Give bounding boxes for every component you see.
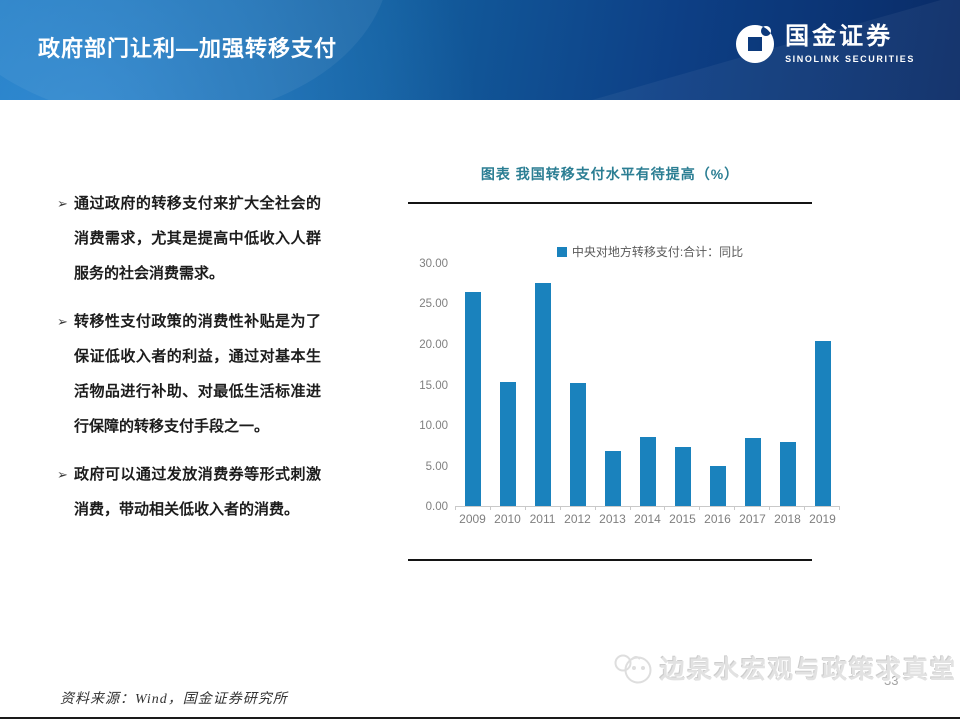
logo-company-name: 国金证券 [785,23,894,51]
y-axis-labels: 0.00 5.00 10.00 15.00 20.00 25.00 30.00 [408,258,448,513]
bar-slot [595,264,630,506]
y-axis-tick-label: 20.00 [419,338,448,351]
bar-slot [630,264,665,506]
chart-title: 图表 我国转移支付水平有待提高（%） [480,166,740,182]
page-number: 33 [884,673,899,688]
x-axis-label: 2013 [599,512,626,526]
bullet-arrow-icon: ➢ [57,314,68,329]
chart-legend: 中央对地方转移支付:合计：同比 [455,243,845,260]
bar-slot [665,264,700,506]
x-axis-label: 2009 [459,512,486,526]
legend-swatch [556,246,567,257]
x-axis-tick [769,506,771,510]
chart-top-rule [408,202,812,204]
x-axis-tick [664,506,666,510]
logo-company-name-en: SINOLINK SECURITIES [785,53,915,64]
page-title: 政府部门让利—加强转移支付 [38,36,338,61]
bar [604,451,621,506]
bullet-list: ➢ 通过政府的转移支付来扩大全社会的消费需求，尤其是提高中低收入人群服务的社会消… [57,186,321,540]
bar-slot [490,264,525,506]
x-axis-label: 2011 [529,512,556,526]
slide-bottom-border [0,717,960,719]
watermark-text: 边泉水宏观与政策求真堂 [660,656,958,684]
watermark-mascot-icon [614,654,652,684]
slide-header: 政府部门让利—加强转移支付 国金证券 SINOLINK SECURITIES [0,0,960,100]
bar-slot [560,264,595,506]
chart-plot: 2009 2010 2011 2012 2013 2014 2015 2016 2017 2018… [455,264,840,526]
bar-slot [770,264,805,506]
x-axis-label: 2012 [564,512,591,526]
bar-slot [525,264,560,506]
y-axis-tick-label: 5.00 [425,460,448,473]
y-axis-tick-label: 15.00 [419,379,448,392]
x-axis-tick [594,506,596,510]
bar-slot [735,264,770,506]
coin-logo-icon [736,25,775,64]
bar [499,381,516,506]
x-axis-label: 2019 [809,512,836,526]
chart-bottom-rule [408,559,812,561]
x-axis-tick [629,506,631,510]
y-axis-tick-label: 0.00 [425,501,448,513]
x-axis-tick [838,506,840,510]
bar [709,466,726,506]
bar [744,438,761,506]
bar [464,292,481,506]
bar [569,382,586,506]
x-axis-label: 2017 [739,512,766,526]
x-axis-tick [489,506,491,510]
x-axis-label: 2015 [669,512,696,526]
bullet-item: ➢ 通过政府的转移支付来扩大全社会的消费需求，尤其是提高中低收入人群服务的社会消… [57,186,321,291]
x-axis-labels: 2009 2010 2011 2012 2013 2014 2015 2016 2017 2018… [455,512,840,526]
x-axis-label: 2010 [494,512,521,526]
bullet-item: ➢ 转移性支付政策的消费性补贴是为了保证低收入者的利益，通过对基本生活物品进行补… [57,304,321,444]
bar [534,283,551,506]
bar-slot [455,264,490,506]
bars [455,264,840,506]
x-axis-tick [559,506,561,510]
bar-slot [805,264,840,506]
bar-slot [700,264,735,506]
bar [674,447,691,506]
bullet-arrow-icon: ➢ [57,467,68,482]
x-axis-tick [734,506,736,510]
x-axis-label: 2016 [704,512,731,526]
x-axis-label: 2014 [634,512,661,526]
watermark: 边泉水宏观与政策求真堂 [612,650,957,686]
bullet-text: 转移性支付政策的消费性补贴是为了保证低收入者的利益，通过对基本生活物品进行补助、… [74,313,321,435]
x-axis-ticks [455,506,840,510]
chart-area: 中央对地方转移支付:合计：同比 0.00 5.00 10.00 15.00 20.00 2… [408,245,845,526]
x-axis-tick [804,506,806,510]
x-axis-tick [699,506,701,510]
bar [639,437,656,506]
bullet-item: ➢ 政府可以通过发放消费券等形式刺激消费，带动相关低收入者的消费。 [57,457,321,527]
source-note: 资料来源：Wind，国金证券研究所 [60,692,288,707]
x-axis-tick [524,506,526,510]
y-axis-tick-label: 10.00 [419,419,448,432]
bar [814,340,831,506]
y-axis-tick-label: 25.00 [419,298,448,311]
legend-label: 中央对地方转移支付:合计：同比 [571,245,744,259]
x-axis-label: 2018 [774,512,801,526]
y-axis-tick-label: 30.00 [419,258,448,270]
bar [779,442,796,506]
bullet-text: 政府可以通过发放消费券等形式刺激消费，带动相关低收入者的消费。 [74,466,321,518]
bullet-arrow-icon: ➢ [57,196,68,211]
bullet-text: 通过政府的转移支付来扩大全社会的消费需求，尤其是提高中低收入人群服务的社会消费需… [74,195,321,282]
logo-text: 国金证券 SINOLINK SECURITIES [785,23,915,64]
x-axis-tick [455,506,456,510]
company-logo: 国金证券 SINOLINK SECURITIES [735,23,915,64]
